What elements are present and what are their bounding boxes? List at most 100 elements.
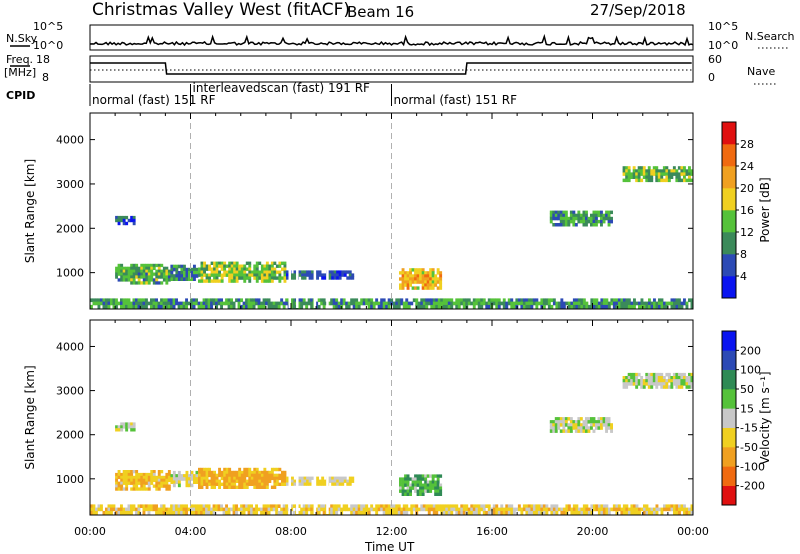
echo-cell: [492, 504, 496, 508]
echo-cell: [142, 304, 146, 309]
echo-cell: [653, 507, 656, 512]
echo-cell: [250, 476, 254, 481]
colorbar-swatch: [722, 210, 736, 233]
echo-cell: [117, 266, 121, 270]
echo-cell: [135, 304, 138, 309]
echo-cell: [549, 423, 553, 427]
echo-cell: [200, 507, 203, 512]
echo-cell: [310, 304, 314, 309]
echo-cell: [431, 286, 435, 290]
echo-cell: [505, 301, 509, 306]
echo-cell: [188, 474, 191, 478]
echo-cell: [218, 279, 221, 283]
echo-cell: [607, 426, 611, 430]
echo-cell: [480, 298, 484, 303]
data-gap: [326, 114, 329, 308]
echo-cell: [122, 481, 126, 485]
echo-cell: [640, 169, 644, 173]
echo-cell: [142, 507, 146, 512]
echo-cell: [455, 301, 459, 306]
echo-cell: [130, 481, 134, 485]
echo-cell: [625, 504, 629, 508]
echo-cell: [127, 472, 131, 477]
echo-cell: [425, 298, 429, 303]
echo-cell: [572, 507, 576, 512]
echo-cell: [595, 219, 598, 224]
echo-cell: [132, 428, 136, 432]
echo-cell: [157, 487, 161, 491]
echo-cell: [265, 301, 268, 306]
echo-cell: [607, 210, 611, 215]
echo-cell: [330, 510, 334, 515]
echo-cell: [638, 304, 641, 309]
echo-cell: [467, 510, 471, 515]
echo-cell: [298, 476, 302, 480]
echo-cell: [673, 304, 676, 309]
echo-cell: [645, 172, 649, 176]
echo-cell: [434, 277, 438, 281]
echo-cell: [500, 507, 504, 512]
echo-cell: [420, 507, 424, 512]
echo-cell: [341, 479, 345, 483]
echo-cell: [290, 304, 294, 309]
echo-cell: [92, 504, 96, 508]
echo-cell: [582, 510, 586, 515]
echo-cell: [280, 301, 284, 306]
echo-cell: [297, 301, 301, 306]
echo-cell: [574, 213, 578, 218]
echo-cell: [385, 510, 389, 515]
echo-cell: [180, 304, 183, 309]
echo-cell: [137, 487, 141, 491]
echo-cell: [322, 304, 326, 309]
echo-cell: [655, 175, 659, 179]
echo-cell: [582, 210, 586, 215]
echo-cell: [530, 298, 534, 303]
echo-cell: [414, 274, 417, 278]
echo-cell: [286, 482, 289, 486]
echo-cell: [375, 510, 379, 515]
echo-cell: [260, 270, 264, 274]
echo-cell: [188, 277, 191, 281]
echo-cell: [670, 298, 674, 303]
echo-cell: [665, 382, 669, 386]
echo-cell: [567, 504, 571, 508]
echo-cell: [406, 477, 410, 481]
echo-cell: [331, 270, 335, 274]
echo-cell: [160, 470, 164, 474]
echo-cell: [152, 484, 156, 488]
echo-cell: [402, 504, 406, 508]
echo-cell: [422, 504, 426, 508]
echo-cell: [150, 475, 154, 480]
echo-cell: [92, 298, 96, 303]
echo-cell: [436, 480, 440, 484]
echo-cell: [172, 298, 176, 303]
echo-cell: [477, 298, 481, 303]
echo-cell: [600, 219, 603, 224]
echo-cell: [512, 304, 516, 309]
echo-cell: [293, 273, 297, 277]
echo-cell: [655, 504, 659, 508]
echo-cell: [132, 272, 136, 276]
echo-cell: [650, 372, 654, 377]
echo-cell: [282, 304, 286, 309]
echo-cell: [520, 510, 524, 515]
echo-cell: [122, 507, 126, 512]
echo-cell: [672, 376, 676, 380]
echo-cell: [495, 507, 499, 512]
echo-cell: [130, 278, 134, 282]
echo-cell: [117, 425, 121, 429]
echo-cell: [223, 482, 227, 486]
echo-cell: [120, 425, 124, 429]
echo-cell: [577, 216, 581, 221]
echo-cell: [678, 510, 681, 515]
echo-cell: [331, 276, 335, 280]
echo-cell: [360, 301, 364, 306]
echo-cell: [170, 477, 174, 481]
echo-cell: [213, 261, 216, 265]
echo-cell: [585, 420, 588, 424]
echo-cell: [622, 172, 626, 176]
echo-cell: [549, 219, 553, 224]
time-axis: 00:00 04:00 08:00 12:00 16:00 20:00 00:00: [74, 525, 709, 538]
echo-cell: [365, 504, 369, 508]
echo-cell: [482, 507, 486, 512]
